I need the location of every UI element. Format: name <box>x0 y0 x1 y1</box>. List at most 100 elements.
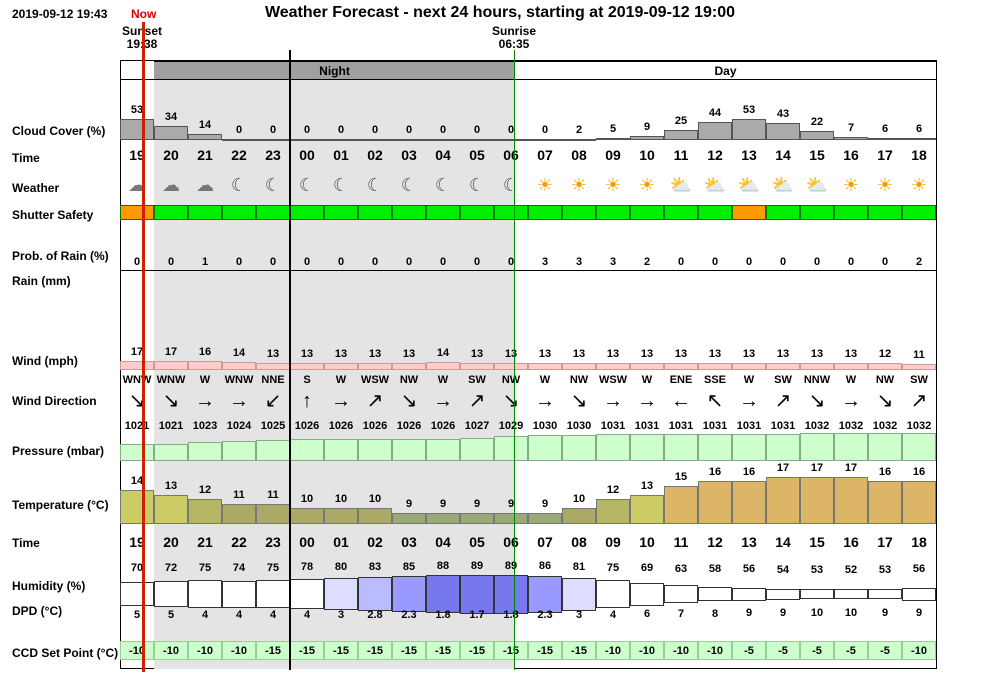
cloud-cover-bar <box>426 139 460 141</box>
cloud-cover-value: 43 <box>776 108 790 120</box>
cloud-cover-bar <box>528 139 562 141</box>
pressure-value: 1026 <box>430 420 456 432</box>
cloud-cover-value: 0 <box>405 124 413 136</box>
wind-speed-value: 13 <box>266 348 280 360</box>
pressure-bar <box>732 434 766 461</box>
rain-prob-value: 0 <box>167 256 175 268</box>
pressure-value: 1027 <box>464 420 490 432</box>
dpd-value: 4 <box>269 609 277 621</box>
humidity-value: 85 <box>402 561 416 573</box>
wind-direction-value: W <box>743 374 755 386</box>
hour-label: 18 <box>911 147 927 163</box>
rain-prob-value: 0 <box>371 256 379 268</box>
temperature-value: 13 <box>640 480 654 492</box>
hour-label: 02 <box>367 534 383 550</box>
ccd-set-point-cell: -15 <box>256 641 290 660</box>
pressure-value: 1031 <box>770 420 796 432</box>
shutter-safety-cell <box>426 205 460 220</box>
sunset-marker: Sunset 19:38 <box>112 25 172 51</box>
pressure-value: 1032 <box>906 420 932 432</box>
pressure-value: 1026 <box>328 420 354 432</box>
wind-speed-bar <box>732 363 766 370</box>
cloud-cover-bar <box>834 137 868 140</box>
humidity-value: 54 <box>776 564 790 576</box>
pressure-bar <box>460 438 494 461</box>
pressure-bar <box>596 434 630 461</box>
ccd-set-point-cell: -5 <box>868 641 902 660</box>
pressure-value: 1026 <box>294 420 320 432</box>
dpd-value: 1.8 <box>503 609 519 621</box>
hour-label: 04 <box>435 147 451 163</box>
pressure-bar <box>222 441 256 461</box>
pressure-value: 1031 <box>634 420 660 432</box>
dpd-value: 7 <box>677 608 685 620</box>
moon-icon: ☾ <box>230 175 248 195</box>
pressure-value: 1032 <box>872 420 898 432</box>
wind-speed-value: 13 <box>844 348 858 360</box>
hour-label: 23 <box>265 147 281 163</box>
midnight-line <box>289 50 291 670</box>
label-time-bottom: Time <box>12 536 40 550</box>
pressure-bar <box>868 433 902 461</box>
hour-label: 20 <box>163 534 179 550</box>
wind-arrow-icon: → <box>195 390 215 412</box>
dpd-value: 3 <box>337 609 345 621</box>
temperature-value: 10 <box>572 493 586 505</box>
temperature-bar <box>222 504 256 524</box>
humidity-bar <box>188 580 222 608</box>
wind-speed-value: 13 <box>334 348 348 360</box>
hour-label: 09 <box>605 147 621 163</box>
ccd-set-point-cell: -10 <box>222 641 256 660</box>
wind-direction-value: SW <box>468 374 486 386</box>
temperature-bar <box>664 486 698 524</box>
hour-label: 12 <box>707 147 723 163</box>
sunset-time: 19:38 <box>112 38 172 51</box>
sun-icon: ☀ <box>910 175 928 195</box>
pressure-value: 1030 <box>566 420 592 432</box>
pressure-bar <box>630 434 664 461</box>
humidity-bar <box>596 580 630 608</box>
ccd-set-point-cell: -10 <box>120 641 154 660</box>
hour-label: 06 <box>503 147 519 163</box>
temperature-value: 10 <box>334 493 348 505</box>
wind-arrow-icon: ↘ <box>502 390 520 412</box>
humidity-value: 72 <box>164 562 178 574</box>
cloud-cover-value: 53 <box>130 104 144 116</box>
ccd-set-point-cell: -15 <box>324 641 358 660</box>
hour-label: 00 <box>299 534 315 550</box>
label-humidity: Humidity (%) <box>12 579 86 593</box>
wind-direction-value: W <box>199 374 211 386</box>
rain-prob-value: 0 <box>881 256 889 268</box>
wind-arrow-icon: ↘ <box>808 390 826 412</box>
rain-prob-value: 0 <box>779 256 787 268</box>
moon-icon: ☾ <box>366 175 384 195</box>
wind-direction-value: W <box>437 374 449 386</box>
hour-label: 13 <box>741 147 757 163</box>
dpd-value: 1.7 <box>469 609 485 621</box>
pressure-bar <box>528 435 562 461</box>
rain-prob-value: 1 <box>201 256 209 268</box>
cloud-cover-bar <box>800 131 834 140</box>
cloud-cover-value: 0 <box>473 124 481 136</box>
current-time: 2019-09-12 19:43 <box>12 7 108 21</box>
rain-prob-value: 0 <box>303 256 311 268</box>
humidity-value: 81 <box>572 561 586 573</box>
humidity-bar <box>358 577 392 611</box>
hour-label: 09 <box>605 534 621 550</box>
humidity-bar <box>460 574 494 614</box>
cloud-cover-value: 0 <box>303 124 311 136</box>
sun-icon: ☀ <box>570 175 588 195</box>
wind-speed-bar <box>664 363 698 370</box>
hour-label: 11 <box>673 534 689 550</box>
rain-prob-value: 0 <box>133 256 141 268</box>
pressure-bar <box>392 439 426 461</box>
pressure-bar <box>324 439 358 461</box>
humidity-value: 83 <box>368 561 382 573</box>
temperature-value: 17 <box>844 462 858 474</box>
rain-prob-value: 0 <box>507 256 515 268</box>
wind-speed-bar <box>188 361 222 370</box>
hour-label: 05 <box>469 534 485 550</box>
wind-speed-bar <box>120 361 154 370</box>
shutter-safety-cell <box>392 205 426 220</box>
hour-label: 03 <box>401 147 417 163</box>
